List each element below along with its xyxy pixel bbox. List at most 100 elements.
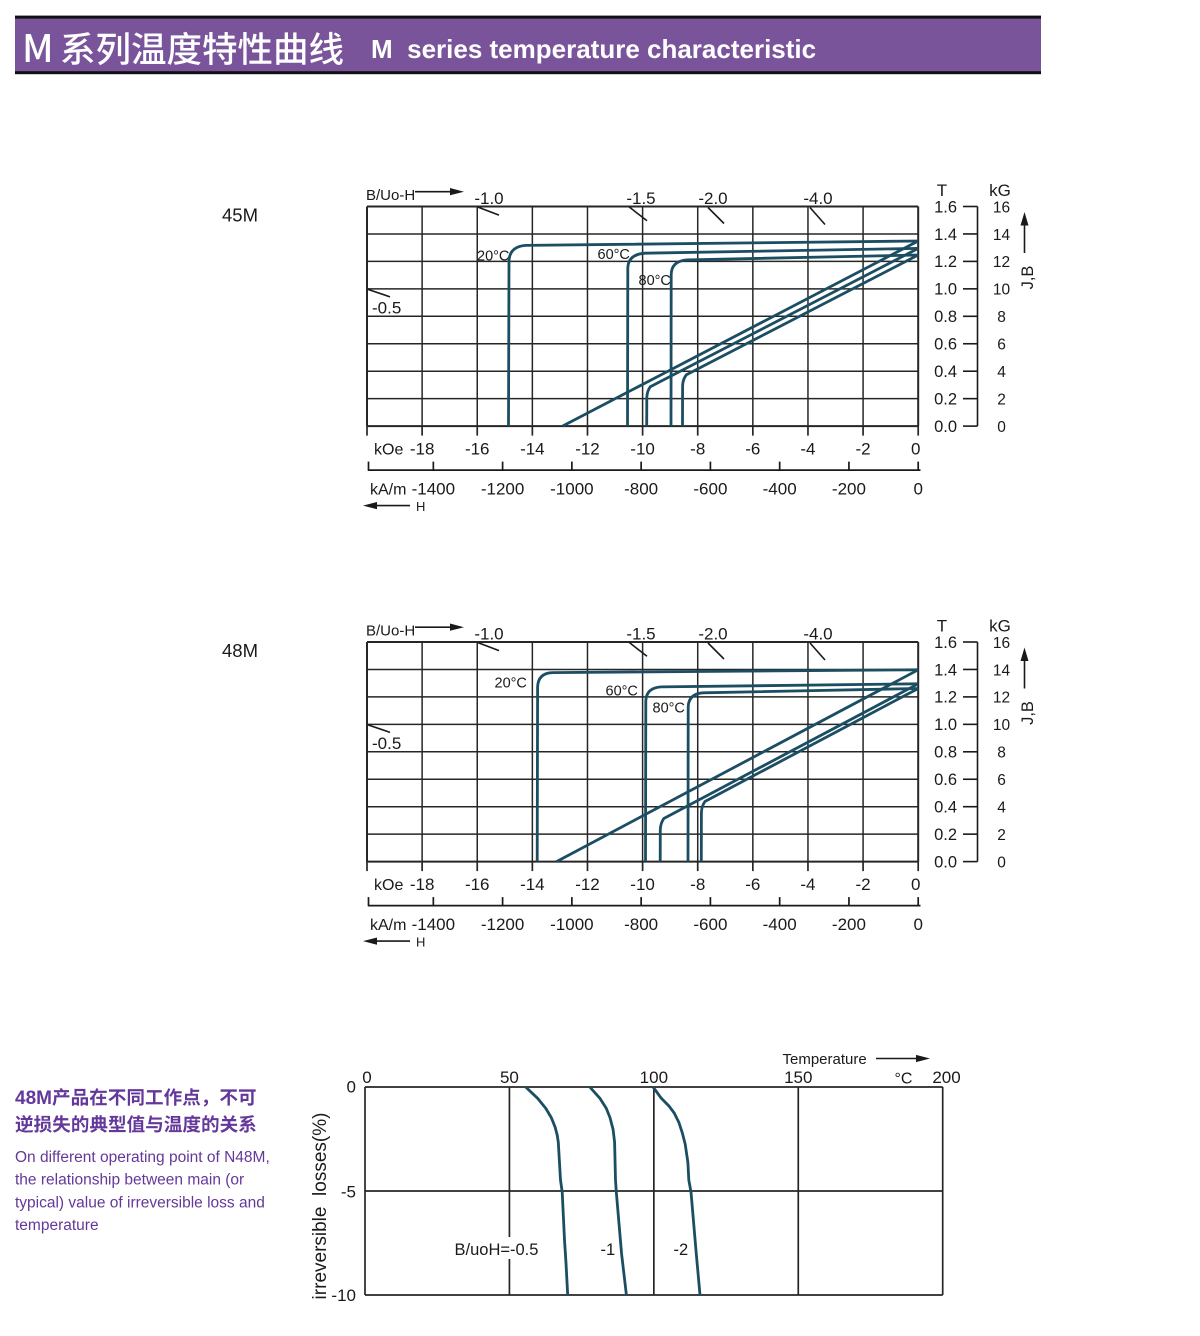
svg-text:16: 16: [993, 635, 1010, 652]
svg-text:B/Uo-H: B/Uo-H: [366, 187, 415, 204]
svg-text:8: 8: [997, 309, 1006, 326]
svg-text:0: 0: [997, 854, 1006, 871]
svg-text:-600: -600: [693, 480, 727, 499]
svg-text:T: T: [937, 181, 947, 200]
svg-text:0.2: 0.2: [934, 390, 957, 408]
svg-text:60°C: 60°C: [598, 247, 630, 263]
svg-text:-1.5: -1.5: [626, 625, 655, 644]
svg-text:J,B: J,B: [1019, 701, 1037, 725]
svg-text:-400: -400: [763, 480, 797, 499]
svg-text:1.6: 1.6: [934, 198, 957, 216]
svg-text:-2: -2: [856, 440, 871, 459]
svg-text:2: 2: [997, 827, 1006, 844]
svg-text:temperature: temperature: [15, 1217, 99, 1234]
svg-text:2: 2: [997, 391, 1006, 408]
svg-text:-2: -2: [856, 875, 871, 894]
svg-text:0: 0: [362, 1068, 371, 1087]
svg-text:kA/m: kA/m: [370, 482, 406, 499]
svg-text:kG: kG: [989, 617, 1011, 636]
svg-text:4: 4: [997, 364, 1006, 381]
svg-text:-6: -6: [745, 440, 760, 459]
svg-text:-1000: -1000: [550, 480, 593, 499]
svg-text:-2.0: -2.0: [698, 625, 727, 644]
svg-text:0: 0: [347, 1078, 356, 1097]
svg-text:10: 10: [993, 282, 1011, 299]
svg-text:typical) value of irreversible: typical) value of irreversible loss and: [15, 1194, 265, 1211]
svg-text:1.2: 1.2: [934, 253, 957, 271]
svg-text:-400: -400: [763, 915, 797, 934]
svg-text:6: 6: [997, 772, 1006, 789]
svg-text:1.4: 1.4: [934, 661, 957, 679]
svg-text:0: 0: [911, 875, 920, 894]
svg-text:-200: -200: [832, 480, 866, 499]
svg-text:0.4: 0.4: [934, 363, 957, 381]
svg-text:-5: -5: [341, 1183, 356, 1202]
svg-text:-2: -2: [674, 1241, 689, 1259]
svg-text:-0.5: -0.5: [372, 298, 401, 317]
svg-text:-1.0: -1.0: [474, 625, 503, 644]
svg-text:-1400: -1400: [412, 915, 455, 934]
svg-text:4: 4: [997, 800, 1006, 817]
svg-text:the relationship between main: the relationship between main (or: [15, 1172, 244, 1189]
svg-text:80°C: 80°C: [653, 701, 685, 717]
svg-text:-200: -200: [832, 915, 866, 934]
svg-text:On different operating point o: On different operating point of N48M,: [15, 1149, 270, 1166]
svg-text:-16: -16: [465, 440, 490, 459]
svg-text:1.2: 1.2: [934, 689, 957, 707]
svg-text:45M: 45M: [222, 205, 258, 226]
svg-text:J,B: J,B: [1019, 266, 1037, 290]
svg-text:14: 14: [993, 662, 1011, 679]
svg-text:0: 0: [913, 915, 922, 934]
svg-text:0.6: 0.6: [934, 336, 957, 354]
svg-text:Temperature: Temperature: [783, 1051, 867, 1068]
svg-text:48M: 48M: [15, 1088, 52, 1109]
svg-text:1.6: 1.6: [934, 634, 957, 652]
svg-text:48M: 48M: [222, 640, 258, 661]
svg-text:B/Uo-H: B/Uo-H: [366, 623, 415, 640]
svg-text:-16: -16: [465, 875, 490, 894]
svg-text:150: 150: [784, 1068, 812, 1087]
svg-text:-10: -10: [331, 1286, 356, 1305]
svg-text:20°C: 20°C: [495, 676, 527, 692]
svg-text:0.2: 0.2: [934, 826, 957, 844]
svg-text:-4: -4: [800, 440, 815, 459]
svg-text:10: 10: [993, 717, 1011, 734]
svg-text:0.8: 0.8: [934, 308, 957, 326]
svg-text:-4: -4: [800, 875, 815, 894]
svg-text:0.6: 0.6: [934, 771, 957, 789]
svg-text:-600: -600: [693, 915, 727, 934]
svg-text:16: 16: [993, 199, 1010, 216]
svg-text:kG: kG: [989, 181, 1011, 200]
svg-text:14: 14: [993, 227, 1011, 244]
svg-text:-4.0: -4.0: [803, 189, 832, 208]
svg-text:20°C: 20°C: [477, 249, 509, 265]
svg-text:80°C: 80°C: [639, 273, 671, 289]
svg-text:12: 12: [993, 690, 1010, 707]
svg-text:200: 200: [932, 1068, 960, 1087]
svg-text:0.0: 0.0: [934, 418, 957, 436]
svg-text:-800: -800: [624, 915, 658, 934]
svg-text:H: H: [416, 935, 425, 950]
svg-text:12: 12: [993, 254, 1010, 271]
svg-text:-10: -10: [630, 875, 655, 894]
svg-text:0.4: 0.4: [934, 799, 957, 817]
svg-text:T: T: [937, 617, 947, 636]
svg-text:°C: °C: [895, 1071, 913, 1088]
svg-text:kA/m: kA/m: [370, 917, 406, 934]
svg-text:-8: -8: [690, 440, 705, 459]
svg-text:-18: -18: [410, 875, 435, 894]
svg-text:100: 100: [640, 1068, 668, 1087]
svg-text:M series temperature characte: M series temperature characteristic: [371, 34, 816, 64]
svg-text:0.0: 0.0: [934, 853, 957, 871]
svg-text:-1400: -1400: [412, 480, 455, 499]
svg-text:kOe: kOe: [374, 442, 403, 459]
svg-text:-18: -18: [410, 440, 435, 459]
svg-text:1.0: 1.0: [934, 716, 957, 734]
svg-text:0: 0: [997, 419, 1006, 436]
svg-text:B/uoH=-0.5: B/uoH=-0.5: [455, 1241, 539, 1259]
svg-text:-14: -14: [520, 875, 545, 894]
svg-text:-2.0: -2.0: [698, 189, 727, 208]
svg-text:-1200: -1200: [481, 915, 524, 934]
svg-text:0.8: 0.8: [934, 744, 957, 762]
svg-text:-1: -1: [601, 1241, 616, 1259]
